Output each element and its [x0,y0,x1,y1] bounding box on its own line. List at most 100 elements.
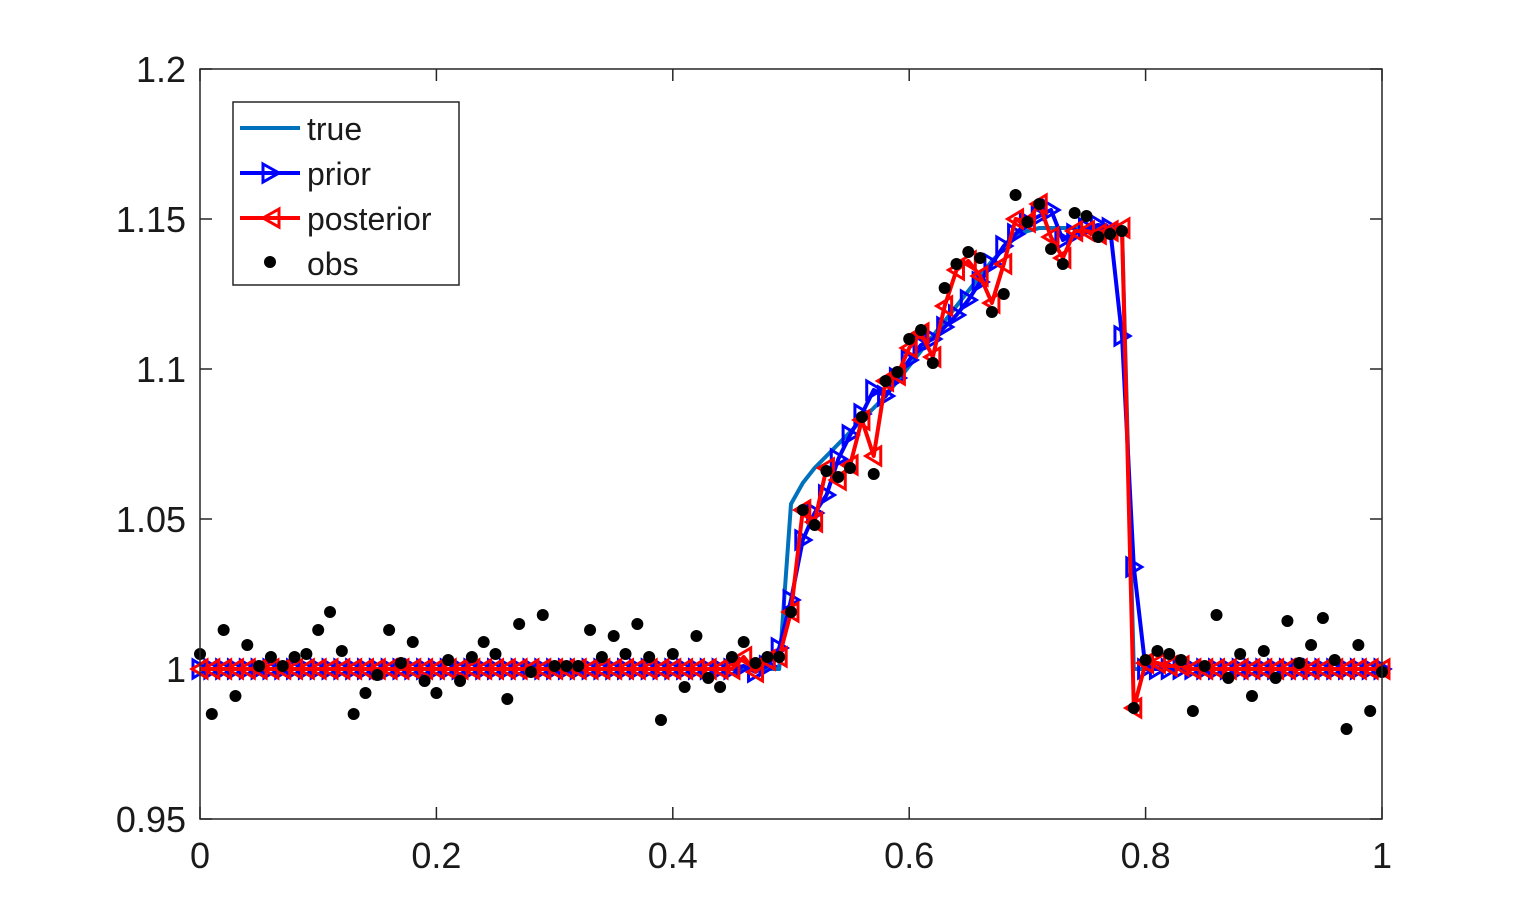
obs-point [725,651,738,663]
obs-point [1139,654,1152,666]
x-tick-labels: 0 0.2 0.4 0.6 0.8 1 [190,835,1392,876]
obs-point [217,624,230,636]
posterior-marker [650,657,670,681]
legend-marker-prior [261,161,283,185]
posterior-marker [460,657,481,681]
y-tick-label: 1.1 [136,349,186,390]
posterior-marker [1229,657,1249,681]
posterior-marker [933,294,954,318]
posterior-marker [401,657,422,681]
obs-point [1305,639,1318,651]
obs-point [324,606,337,618]
prior-marker [841,423,862,447]
legend-label-true: true [307,111,362,147]
legend-box [232,101,460,286]
obs-point [513,618,526,630]
posterior-marker [354,657,374,681]
posterior-marker [224,657,244,681]
legend: true prior posterior obs [232,101,460,286]
axes-box [199,68,1383,820]
obs-point [1104,228,1117,240]
obs-point [631,618,644,630]
obs-point [950,258,963,270]
obs-point [1257,645,1270,657]
obs-point [1234,648,1247,660]
obs-point [1092,231,1105,243]
obs-point [241,639,254,651]
posterior-marker [283,657,304,681]
obs-point [985,306,998,318]
obs-point [584,624,597,636]
prior-marker [1125,555,1145,579]
obs-point [276,660,289,672]
x-tick-label: 0.2 [411,835,461,876]
posterior-marker [1205,657,1226,681]
obs-point [714,681,727,693]
posterior-marker [472,657,493,681]
posterior-marker [295,657,315,681]
obs-point [832,471,845,483]
prior-marker [983,252,1003,276]
obs-point [1340,723,1353,735]
obs-point [1056,258,1069,270]
posterior-marker [638,657,658,681]
obs-point [465,651,478,663]
obs-point [1222,672,1235,684]
obs-point [1316,612,1329,624]
posterior-marker [378,657,398,681]
obs-point [974,252,987,264]
posterior-marker [720,657,741,681]
x-tick-label: 0 [190,835,210,876]
obs-point [406,636,419,648]
obs-point [536,609,549,621]
obs-point [371,669,384,681]
obs-point [1080,210,1093,222]
posterior-marker [1158,654,1178,678]
obs-point [737,636,750,648]
posterior-marker [992,252,1013,276]
posterior-marker [1311,657,1332,681]
y-tick-label: 0.95 [116,799,186,840]
obs-point [1352,639,1365,651]
obs-point [383,624,396,636]
legend-marker-obs [264,256,276,268]
obs-point [1115,225,1128,237]
obs-point [560,660,573,672]
x-tick-label: 0.4 [648,835,698,876]
obs-point [430,687,443,699]
obs-point [1045,243,1058,255]
posterior-marker [969,264,989,288]
y-tick-labels: 0.95 1 1.05 1.1 1.15 1.2 [116,49,186,840]
posterior-marker [614,657,635,681]
y-tick-label: 1.2 [136,49,186,90]
obs-point [1186,705,1199,717]
obs-point [442,654,455,666]
obs-point [501,693,514,705]
posterior-marker [1335,657,1356,681]
obs-point [1364,705,1377,717]
obs-point [1021,216,1034,228]
posterior-marker [602,657,623,681]
posterior-marker [1347,657,1367,681]
posterior-marker [425,657,445,681]
prior-marker [865,378,885,402]
posterior-marker [449,657,469,681]
posterior-marker [685,657,705,681]
obs-point [1068,207,1081,219]
obs-point [312,624,325,636]
obs-point [454,675,467,687]
obs-point [654,714,667,726]
y-tick-label: 1.15 [116,199,186,240]
obs-point [1293,657,1306,669]
obs-point [785,606,797,618]
obs-point [335,645,348,657]
obs-point [938,282,951,294]
obs-point [678,681,691,693]
posterior-marker [862,444,883,468]
obs-point [773,651,786,663]
posterior-marker [579,657,599,681]
legend-marker-posterior [259,206,281,230]
posterior-marker [1300,657,1320,681]
obs-point [347,708,360,720]
obs-point [477,636,490,648]
